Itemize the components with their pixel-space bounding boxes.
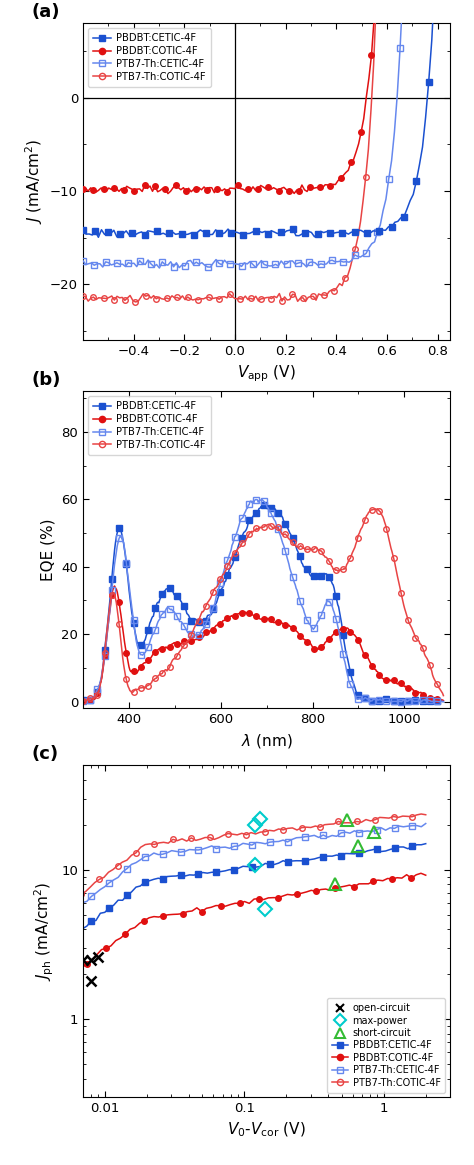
X-axis label: $\lambda$ (nm): $\lambda$ (nm) xyxy=(241,732,292,750)
X-axis label: $V_\mathrm{app}$ (V): $V_\mathrm{app}$ (V) xyxy=(237,363,296,384)
Y-axis label: $J_\mathrm{ph}$ (mA/cm$^2$): $J_\mathrm{ph}$ (mA/cm$^2$) xyxy=(32,882,55,981)
X-axis label: $V_0$-$V_\mathrm{cor}$ (V): $V_0$-$V_\mathrm{cor}$ (V) xyxy=(228,1121,306,1139)
Legend: open-circuit, max-power, short-circuit, PBDBT:CETIC-4F, PBDBT:COTIC-4F, PTB7-Th:: open-circuit, max-power, short-circuit, … xyxy=(328,998,446,1093)
Legend: PBDBT:CETIC-4F, PBDBT:COTIC-4F, PTB7-Th:CETIC-4F, PTB7-Th:COTIC-4F: PBDBT:CETIC-4F, PBDBT:COTIC-4F, PTB7-Th:… xyxy=(88,28,210,86)
Text: (b): (b) xyxy=(31,372,61,389)
Y-axis label: $J$ (mA/cm$^2$): $J$ (mA/cm$^2$) xyxy=(23,139,45,225)
Text: (c): (c) xyxy=(31,744,59,763)
Legend: PBDBT:CETIC-4F, PBDBT:COTIC-4F, PTB7-Th:CETIC-4F, PTB7-Th:COTIC-4F: PBDBT:CETIC-4F, PBDBT:COTIC-4F, PTB7-Th:… xyxy=(88,396,210,454)
Text: (a): (a) xyxy=(31,3,60,21)
Y-axis label: EQE (%): EQE (%) xyxy=(41,518,55,581)
